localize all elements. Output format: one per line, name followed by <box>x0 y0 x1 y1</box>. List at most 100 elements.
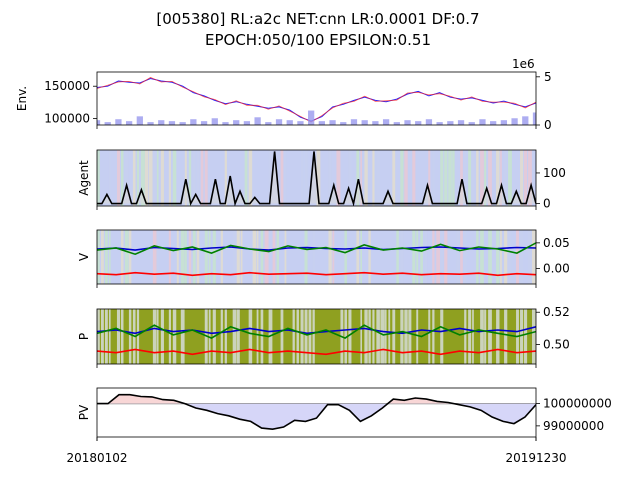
background-stripe <box>152 230 157 284</box>
background-stripe <box>208 230 211 284</box>
background-stripe <box>184 230 187 284</box>
background-stripe <box>160 150 164 206</box>
background-stripe <box>440 230 444 284</box>
background-stripe <box>120 309 124 364</box>
background-stripe <box>152 150 157 206</box>
y-tick-label: 0.00 <box>543 262 570 276</box>
volume-bar <box>158 120 165 125</box>
background-stripe <box>236 230 240 284</box>
background-stripe <box>136 309 140 364</box>
background-stripe <box>300 309 304 364</box>
background-stripe <box>444 230 448 284</box>
volume-bar <box>136 116 143 125</box>
background-stripe <box>108 150 111 206</box>
background-stripe <box>372 309 375 364</box>
background-stripe <box>104 230 108 284</box>
background-stripe <box>432 230 435 284</box>
y-tick-label: 0.50 <box>543 338 570 352</box>
background-stripe <box>328 150 332 206</box>
background-stripe <box>176 230 179 284</box>
background-stripe <box>276 230 280 284</box>
volume-bar <box>168 121 176 125</box>
background-stripe <box>348 309 352 364</box>
volume-bar <box>254 117 261 125</box>
background-stripe <box>196 230 200 284</box>
volume-bar <box>179 122 186 125</box>
background-stripe <box>404 309 408 364</box>
background-stripe <box>224 309 227 364</box>
volume-bar <box>425 119 433 125</box>
panel-agent: 0 100 Agent <box>77 149 566 211</box>
background-stripe <box>284 150 287 206</box>
y-tick-label: 100 <box>543 166 566 180</box>
x-tick-label-start: 20180102 <box>66 451 127 465</box>
background-stripe <box>356 230 360 284</box>
background-stripe <box>100 309 104 364</box>
background-stripe <box>296 309 299 364</box>
y-tick-label: 150000 <box>44 79 90 93</box>
panel-policy: 0.50 0.52 P <box>77 305 570 368</box>
background-stripe <box>232 230 237 284</box>
background-stripe <box>408 309 412 364</box>
background-stripe <box>508 150 512 206</box>
volume-bar <box>522 116 529 125</box>
panel-value: 0.00 0.05 V <box>77 229 570 288</box>
background-stripe <box>260 230 264 284</box>
background-stripe <box>332 230 335 284</box>
background-stripe <box>212 230 216 284</box>
background-stripe <box>284 230 287 284</box>
plot-background <box>97 230 536 284</box>
background-stripe <box>468 309 472 364</box>
background-stripe <box>400 230 404 284</box>
secondary-y-tick-label: 5 <box>544 70 552 84</box>
background-stripe <box>364 309 368 364</box>
y-tick-label: 100000 <box>44 112 90 126</box>
volume-bar <box>286 120 293 125</box>
background-stripe <box>496 230 500 284</box>
background-stripe <box>500 230 502 284</box>
background-stripe <box>444 150 448 206</box>
background-stripe <box>180 309 185 364</box>
plot-area <box>97 230 536 284</box>
axes-frame <box>96 149 537 207</box>
background-stripe <box>464 309 467 364</box>
background-stripe <box>484 150 487 206</box>
background-stripe <box>368 230 371 284</box>
volume-bar <box>308 110 315 125</box>
background-stripe <box>272 230 276 284</box>
background-stripe <box>100 230 104 284</box>
volume-bar <box>115 119 122 125</box>
background-stripe <box>232 309 237 364</box>
background-stripe <box>532 230 536 284</box>
background-stripe <box>168 150 171 206</box>
background-stripe <box>256 230 259 284</box>
background-stripe <box>200 150 204 206</box>
background-stripe <box>400 309 404 364</box>
background-stripe <box>384 309 387 364</box>
volume-bar <box>200 121 208 125</box>
background-stripe <box>204 150 208 206</box>
volume-bar <box>511 118 518 125</box>
volume-bar <box>490 121 497 125</box>
background-stripe <box>448 150 452 206</box>
background-stripe <box>256 309 259 364</box>
axes-frame <box>96 71 537 126</box>
background-stripe <box>108 309 111 364</box>
background-stripe <box>104 309 108 364</box>
background-stripe <box>368 309 371 364</box>
volume-bar <box>340 122 347 125</box>
figure-title-line1: [005380] RL:a2c NET:cnn LR:0.0001 DF:0.7 <box>156 10 479 28</box>
background-stripe <box>364 150 368 206</box>
panel-pv: 99000000 100000000 PV <box>77 387 612 441</box>
background-stripe <box>372 150 375 206</box>
background-stripe <box>360 150 363 206</box>
background-stripe <box>97 150 100 206</box>
background-stripe <box>488 230 492 284</box>
series-line <box>97 393 536 431</box>
volume-bar <box>468 122 475 125</box>
volume-bar <box>382 119 390 125</box>
background-stripe <box>292 309 295 364</box>
background-stripe <box>464 230 467 284</box>
background-stripe <box>172 150 177 206</box>
volume-bar <box>265 122 272 125</box>
